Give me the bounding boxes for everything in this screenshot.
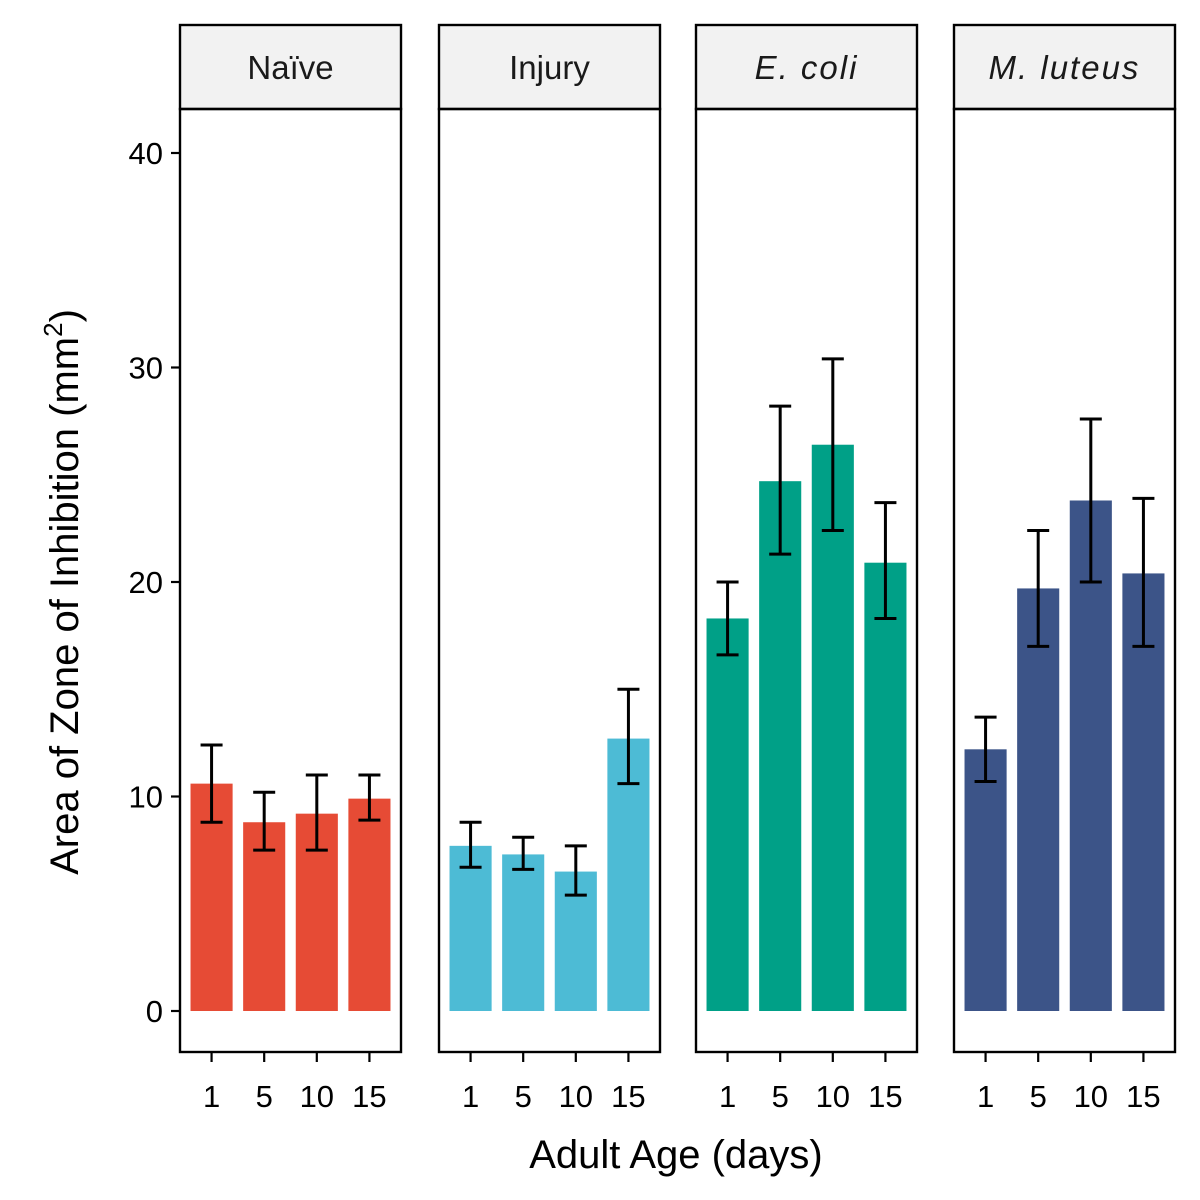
- bar: [348, 798, 391, 1011]
- facet-strip: [437, 23, 662, 111]
- bar: [243, 822, 286, 1011]
- facet-strip-label: Naïve: [247, 49, 333, 86]
- bar: [1069, 500, 1112, 1011]
- x-tick-label: 10: [559, 1079, 593, 1114]
- x-tick-label: 1: [719, 1079, 736, 1114]
- y-tick-label: 30: [129, 351, 163, 386]
- facet-strip-label: Injury: [509, 49, 590, 86]
- facet-strip: [178, 23, 403, 111]
- panel-border: [178, 107, 403, 1054]
- panel-border: [952, 107, 1177, 1054]
- x-tick-label: 1: [462, 1079, 479, 1114]
- y-axis-title-superscript: 2: [38, 322, 68, 336]
- x-tick-label: 1: [977, 1079, 994, 1114]
- bar: [864, 562, 907, 1011]
- facet-strip: [952, 23, 1177, 111]
- x-tick-label: 10: [300, 1079, 334, 1114]
- bar: [706, 618, 749, 1011]
- facet-strip-label: M. luteus: [989, 49, 1141, 86]
- y-tick-label: 40: [129, 136, 163, 171]
- x-tick-label: 10: [816, 1079, 850, 1114]
- x-tick-label: 15: [611, 1079, 645, 1114]
- y-tick-label: 0: [146, 994, 163, 1029]
- bar: [759, 481, 802, 1011]
- bar: [449, 845, 492, 1011]
- y-axis: 0 10 20 30 40: [129, 136, 180, 1029]
- x-tick-label: 15: [868, 1079, 902, 1114]
- x-tick-label: 15: [352, 1079, 386, 1114]
- x-tick-label: 5: [772, 1079, 789, 1114]
- bar: [811, 444, 854, 1012]
- panel-border: [437, 107, 662, 1054]
- bar: [502, 854, 545, 1011]
- x-axis-title: Adult Age (days): [529, 1133, 823, 1177]
- bar: [1017, 588, 1060, 1011]
- y-tick-label: 10: [129, 780, 163, 815]
- bar: [964, 749, 1007, 1011]
- x-tick-label: 5: [515, 1079, 532, 1114]
- facet-strip-label: E. coli: [755, 49, 859, 86]
- y-axis-title: Area of Zone of Inhibition (mm2): [38, 309, 87, 875]
- x-tick-label: 5: [1030, 1079, 1047, 1114]
- y-tick-label: 20: [129, 565, 163, 600]
- x-tick-label: 5: [256, 1079, 273, 1114]
- x-tick-label: 10: [1074, 1079, 1108, 1114]
- x-tick-label: 15: [1126, 1079, 1160, 1114]
- x-tick-label: 1: [203, 1079, 220, 1114]
- panel-border: [694, 107, 919, 1054]
- facet-strip: [694, 23, 919, 111]
